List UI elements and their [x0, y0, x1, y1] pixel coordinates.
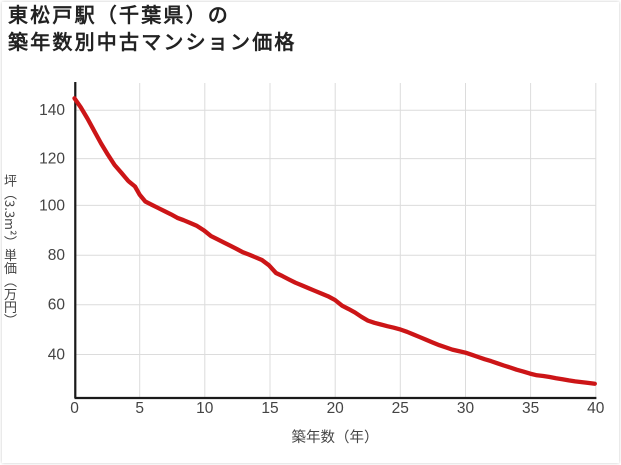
svg-text:35: 35: [522, 400, 539, 417]
svg-text:100: 100: [39, 197, 65, 214]
svg-text:25: 25: [392, 400, 409, 417]
svg-text:140: 140: [39, 102, 65, 119]
svg-text:40: 40: [48, 346, 66, 363]
svg-text:120: 120: [39, 151, 65, 168]
svg-text:15: 15: [261, 400, 278, 417]
svg-text:5: 5: [135, 400, 144, 417]
svg-text:10: 10: [196, 400, 214, 417]
svg-text:60: 60: [48, 297, 66, 314]
svg-text:20: 20: [327, 400, 345, 417]
svg-text:80: 80: [48, 247, 66, 264]
svg-text:築年数（年）: 築年数（年）: [292, 428, 379, 446]
svg-text:0: 0: [70, 400, 79, 417]
svg-text:40: 40: [587, 400, 605, 417]
svg-text:30: 30: [457, 400, 475, 417]
